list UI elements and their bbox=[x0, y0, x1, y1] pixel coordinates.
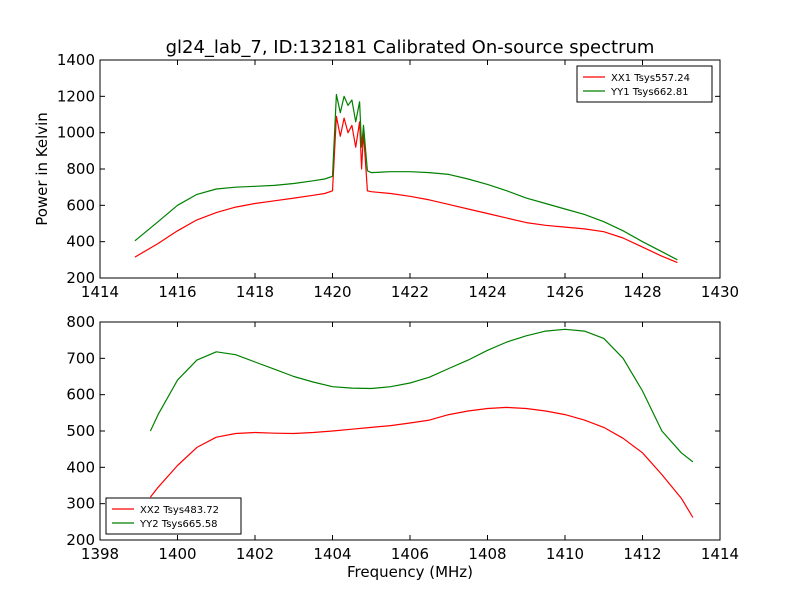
bottom-plot-ticks: 1398 1400 1402 1404 1406 1408 1410 1412 1414 200 3… bbox=[66, 313, 739, 563]
top-plot-series-2-line bbox=[134, 93, 678, 261]
bottom-plot-series-1-line bbox=[149, 406, 694, 518]
legend-label-xx1: XX1 Tsys557.24 bbox=[611, 73, 690, 84]
bottom-plot-x-tick-label-1400: 1400 bbox=[158, 545, 196, 563]
bottom-plot-y-tick-label-600: 600 bbox=[66, 386, 95, 404]
top-plot-legend-box bbox=[576, 65, 713, 103]
bottom-plot-y-tick-label-400: 400 bbox=[66, 458, 95, 476]
bottom-plot-x-tick-label-1406: 1406 bbox=[391, 545, 429, 563]
legend-label-yy2: YY2 Tsys665.58 bbox=[139, 519, 218, 530]
bottom-plot-y-tick-label-700: 700 bbox=[66, 349, 95, 367]
figure-title: gl24_lab_7, ID:132181 Calibrated On-sour… bbox=[166, 37, 655, 58]
top-plot-y-tick-label-600: 600 bbox=[66, 196, 95, 214]
bottom-plot-y-tick-label-500: 500 bbox=[66, 422, 95, 440]
top-plot-x-tick-label-1418: 1418 bbox=[236, 283, 274, 301]
top-plot-x-tick-label-1422: 1422 bbox=[391, 283, 429, 301]
bottom-plot-series-2-line bbox=[149, 328, 694, 463]
bottom-plot-y-tick-label-800: 800 bbox=[66, 313, 95, 331]
legend-label-xx2: XX2 Tsys483.72 bbox=[140, 505, 219, 516]
bottom-plot-x-axis-label: Frequency (MHz) bbox=[347, 563, 473, 581]
bottom-plot-x-tick-label-1412: 1412 bbox=[623, 545, 661, 563]
bottom-plot-legend-box bbox=[105, 497, 242, 535]
bottom-plot-x-tick-label-1402: 1402 bbox=[236, 545, 274, 563]
top-plot-x-tick-label-1414: 1414 bbox=[81, 283, 119, 301]
bottom-plot-x-tick-label-1410: 1410 bbox=[546, 545, 584, 563]
top-plot-x-tick-label-1416: 1416 bbox=[158, 283, 196, 301]
bottom-plot-y-tick-label-300: 300 bbox=[66, 495, 95, 513]
bottom-plot-panel: 1398 1400 1402 1404 1406 1408 1410 1412 1414 200 3… bbox=[66, 313, 739, 581]
top-plot-y-tick-label-200: 200 bbox=[66, 269, 95, 287]
bottom-plot-x-tick-label-1398: 1398 bbox=[81, 545, 119, 563]
top-plot-y-axis-label: Power in Kelvin bbox=[33, 112, 51, 226]
top-plot-lines bbox=[134, 93, 678, 264]
bottom-plot-lines bbox=[149, 328, 694, 518]
top-plot-x-tick-label-1426: 1426 bbox=[546, 283, 584, 301]
top-plot-series-1-line bbox=[134, 115, 678, 264]
bottom-plot-y-tick-label-200: 200 bbox=[66, 531, 95, 549]
top-plot-y-tick-label-1000: 1000 bbox=[57, 124, 95, 142]
top-plot-x-tick-label-1430: 1430 bbox=[701, 283, 739, 301]
top-plot-y-tick-label-400: 400 bbox=[66, 233, 95, 251]
bottom-plot-x-tick-label-1404: 1404 bbox=[313, 545, 351, 563]
legend-label-yy1: YY1 Tsys662.81 bbox=[610, 87, 689, 98]
top-plot-panel: 1414 1416 1418 1420 1422 1424 1426 1428 1430 200 4… bbox=[33, 51, 739, 301]
top-plot-x-tick-label-1428: 1428 bbox=[623, 283, 661, 301]
top-plot-x-tick-label-1420: 1420 bbox=[313, 283, 351, 301]
top-plot-y-tick-label-1200: 1200 bbox=[57, 87, 95, 105]
top-plot-ticks: 1414 1416 1418 1420 1422 1424 1426 1428 1430 200 4… bbox=[57, 51, 739, 301]
top-plot-y-tick-label-800: 800 bbox=[66, 160, 95, 178]
top-plot-y-tick-label-1400: 1400 bbox=[57, 51, 95, 69]
top-plot-legend: XX1 Tsys557.24 YY1 Tsys662.81 bbox=[576, 65, 713, 103]
bottom-plot-legend: XX2 Tsys483.72 YY2 Tsys665.58 bbox=[105, 497, 242, 535]
bottom-plot-x-tick-label-1408: 1408 bbox=[468, 545, 506, 563]
top-plot-x-tick-label-1424: 1424 bbox=[468, 283, 506, 301]
bottom-plot-x-tick-label-1414: 1414 bbox=[701, 545, 739, 563]
